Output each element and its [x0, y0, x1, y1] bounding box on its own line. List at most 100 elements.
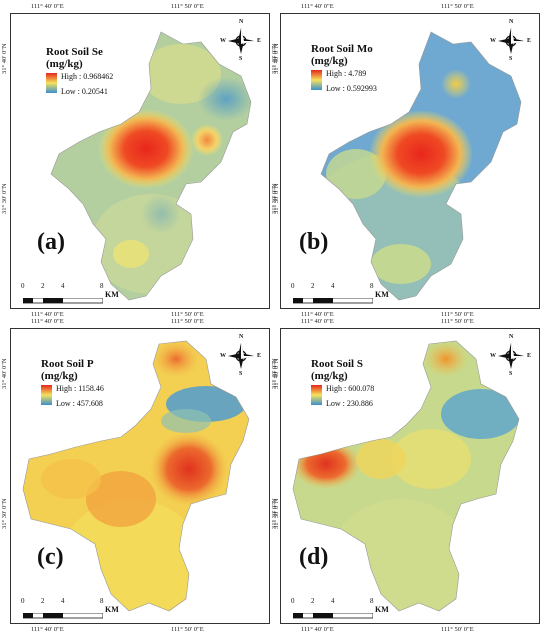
- legend-low-value: Low : 457.608: [56, 399, 103, 408]
- map-panel-c: 111° 40' 0"E 111° 50' 0"E 111° 40' 0"E 1…: [1, 318, 280, 633]
- scale-0: 0: [21, 282, 25, 290]
- scale-0: 0: [21, 597, 25, 605]
- scale-unit: KM: [375, 605, 389, 614]
- tick-top-1: 111° 40' 0"E: [31, 318, 64, 325]
- panel-label: (d): [299, 544, 329, 570]
- map-d: [292, 340, 520, 612]
- tick-bottom-2: 111° 50' 0"E: [171, 311, 204, 318]
- compass-w: W: [220, 353, 226, 359]
- tick-top-1: 111° 40' 0"E: [301, 318, 334, 325]
- scale-bar: 0 2 4 8 KM: [291, 597, 389, 619]
- tick-left-2: 31° 30' 0"N: [271, 498, 278, 529]
- map-b: [320, 31, 522, 301]
- scale-bar: 0 2 4 8 KM: [21, 282, 119, 304]
- north-arrow-icon: N S W E: [220, 334, 261, 377]
- map-panel-a: 111° 40' 0"E 111° 50' 0"E 111° 40' 0"E 1…: [1, 3, 280, 318]
- north-arrow-icon: N S W E: [490, 19, 531, 62]
- tick-left-2: 31° 30' 0"N: [1, 498, 8, 529]
- legend-low-value: Low : 0.592993: [326, 84, 377, 93]
- compass-e: E: [257, 38, 262, 44]
- scale-8: 8: [100, 282, 104, 290]
- legend-high-value: High : 4.789: [326, 69, 367, 78]
- compass-e: E: [527, 353, 532, 359]
- tick-bottom-2: 111° 50' 0"E: [441, 626, 474, 633]
- tick-bottom-1: 111° 40' 0"E: [301, 311, 334, 318]
- legend-low-value: Low : 230.886: [326, 399, 373, 408]
- tick-left-1: 31° 40' 0"N: [271, 358, 278, 389]
- tick-bottom-1: 111° 40' 0"E: [301, 626, 334, 633]
- tick-top-2: 111° 50' 0"E: [171, 318, 204, 325]
- legend-title-line1: Root Soil Se: [46, 46, 103, 58]
- legend-title-line2: (mg/kg): [41, 370, 78, 382]
- scale-2: 2: [41, 282, 45, 290]
- map-a: [50, 31, 252, 301]
- tick-bottom-2: 111° 50' 0"E: [441, 311, 474, 318]
- legend-color-ramp: [41, 385, 52, 405]
- tick-top-2: 111° 50' 0"E: [441, 318, 474, 325]
- tick-bottom-1: 111° 40' 0"E: [31, 626, 64, 633]
- scale-4: 4: [61, 597, 65, 605]
- compass-s: S: [509, 371, 513, 377]
- scale-unit: KM: [105, 290, 119, 299]
- legend-title-line1: Root Soil P: [41, 358, 94, 370]
- scale-bar: 0 2 4 8 KM: [291, 282, 389, 304]
- tick-top-1: 111° 40' 0"E: [301, 3, 334, 10]
- tick-left-1: 31° 40' 0"N: [271, 43, 278, 74]
- legend-title-line1: Root Soil Mo: [311, 43, 373, 55]
- tick-bottom-2: 111° 50' 0"E: [171, 626, 204, 633]
- legend-high-value: High : 600.078: [326, 384, 375, 393]
- legend-color-ramp: [311, 70, 322, 90]
- compass-w: W: [490, 353, 496, 359]
- scale-2: 2: [311, 597, 315, 605]
- scale-bar: 0 2 4 8 KM: [21, 597, 119, 619]
- scale-2: 2: [311, 282, 315, 290]
- compass-s: S: [239, 56, 243, 62]
- scale-0: 0: [291, 597, 295, 605]
- compass-n: N: [239, 334, 244, 340]
- compass-n: N: [509, 19, 514, 25]
- north-arrow-icon: N S W E: [220, 19, 261, 62]
- scale-8: 8: [100, 597, 104, 605]
- legend-title-line2: (mg/kg): [311, 55, 348, 67]
- compass-w: W: [490, 38, 496, 44]
- scale-4: 4: [61, 282, 65, 290]
- legend-title-line2: (mg/kg): [311, 370, 348, 382]
- tick-top-2: 111° 50' 0"E: [171, 3, 204, 10]
- compass-n: N: [509, 334, 514, 340]
- scale-2: 2: [41, 597, 45, 605]
- legend-title-line1: Root Soil S: [311, 358, 363, 370]
- legend-title: Root Soil Se (mg/kg): [46, 46, 103, 70]
- compass-w: W: [220, 38, 226, 44]
- tick-top-1: 111° 40' 0"E: [31, 3, 64, 10]
- legend-title: Root Soil P (mg/kg): [41, 358, 94, 382]
- panel-label: (a): [37, 229, 65, 255]
- tick-top-2: 111° 50' 0"E: [441, 3, 474, 10]
- compass-s: S: [509, 56, 513, 62]
- scale-unit: KM: [105, 605, 119, 614]
- scale-4: 4: [331, 597, 335, 605]
- tick-left-2: 31° 30' 0"N: [1, 183, 8, 214]
- legend-high-value: High : 0.968462: [61, 72, 114, 81]
- legend-title: Root Soil Mo (mg/kg): [311, 43, 373, 67]
- panel-label: (b): [299, 229, 329, 255]
- compass-e: E: [257, 353, 262, 359]
- map-panel-d: 111° 40' 0"E 111° 50' 0"E 111° 40' 0"E 1…: [271, 318, 540, 633]
- scale-0: 0: [291, 282, 295, 290]
- compass-s: S: [239, 371, 243, 377]
- map-c: [22, 340, 250, 612]
- map-panel-b: 111° 40' 0"E 111° 50' 0"E 111° 40' 0"E 1…: [271, 3, 540, 318]
- tick-left-1: 31° 40' 0"N: [1, 43, 8, 74]
- scale-unit: KM: [375, 290, 389, 299]
- scale-8: 8: [370, 282, 374, 290]
- legend-title-line2: (mg/kg): [46, 58, 83, 70]
- legend-color-ramp: [46, 73, 57, 93]
- legend-title: Root Soil S (mg/kg): [311, 358, 363, 382]
- legend-low-value: Low : 0.20541: [61, 87, 108, 96]
- tick-bottom-1: 111° 40' 0"E: [31, 311, 64, 318]
- panel-label: (c): [37, 544, 64, 570]
- tick-left-2: 31° 30' 0"N: [271, 183, 278, 214]
- scale-4: 4: [331, 282, 335, 290]
- legend-color-ramp: [311, 385, 322, 405]
- tick-left-1: 31° 40' 0"N: [1, 358, 8, 389]
- compass-e: E: [527, 38, 532, 44]
